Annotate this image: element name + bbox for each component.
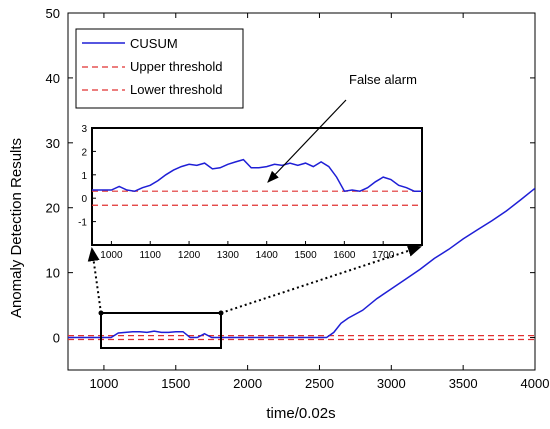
inset-x-tick-label: 1300 [217, 250, 240, 261]
x-axis-label: time/0.02s [266, 405, 335, 422]
legend-label-cusum: CUSUM [130, 36, 178, 51]
inset-x-tick-label: 1500 [294, 250, 317, 261]
main-series [68, 187, 535, 341]
y-tick-label: 50 [46, 6, 60, 21]
inset-x-tick-label: 1700 [372, 250, 395, 261]
inset-x-tick-label: 1100 [139, 250, 161, 261]
x-tick-label: 3000 [377, 376, 406, 391]
y-tick-label: 10 [46, 266, 60, 281]
x-tick-label: 1000 [89, 376, 118, 391]
zoom-region-box [100, 312, 222, 349]
inset-x-tick-label: 1400 [256, 250, 279, 261]
cusum-line [68, 187, 535, 339]
x-tick-label: 4000 [521, 376, 550, 391]
inset-y-tick-label: 3 [81, 124, 87, 135]
inset-x-tick-label: 1600 [333, 250, 356, 261]
inset-cusum-line [92, 158, 422, 193]
y-axis-label: Anomaly Detection Results [8, 138, 25, 318]
inset-y-tick-label: -1 [78, 218, 87, 229]
legend-label-upper: Upper threshold [130, 59, 223, 74]
legend-label-lower: Lower threshold [130, 82, 223, 97]
inset-y-tick-label: 2 [81, 147, 87, 158]
x-tick-label: 3500 [449, 376, 478, 391]
x-tick-label: 2000 [233, 376, 262, 391]
zoom-connector-left [87, 247, 102, 314]
false-alarm-label: False alarm [349, 72, 417, 87]
inset-series [92, 158, 422, 206]
x-tick-label: 1500 [161, 376, 190, 391]
y-tick-label: 40 [46, 71, 60, 86]
inset-x-tick-label: 1200 [178, 250, 201, 261]
legend: CUSUM Upper threshold Lower threshold [75, 28, 244, 109]
inset-plot [91, 127, 423, 246]
false-alarm-arrow [267, 99, 347, 183]
y-tick-label: 30 [46, 136, 60, 151]
inset-ticks: 1000 1100 1200 1300 1400 1500 1600 1700 -1 0 1 2 3 [78, 124, 395, 261]
y-tick-label: 20 [46, 201, 60, 216]
x-tick-label: 2500 [305, 376, 334, 391]
inset-y-tick-label: 0 [81, 194, 87, 205]
y-tick-label: 0 [53, 331, 60, 346]
inset-y-tick-label: 1 [81, 171, 87, 182]
inset-x-tick-label: 1000 [100, 250, 123, 261]
legend-box [75, 28, 244, 109]
